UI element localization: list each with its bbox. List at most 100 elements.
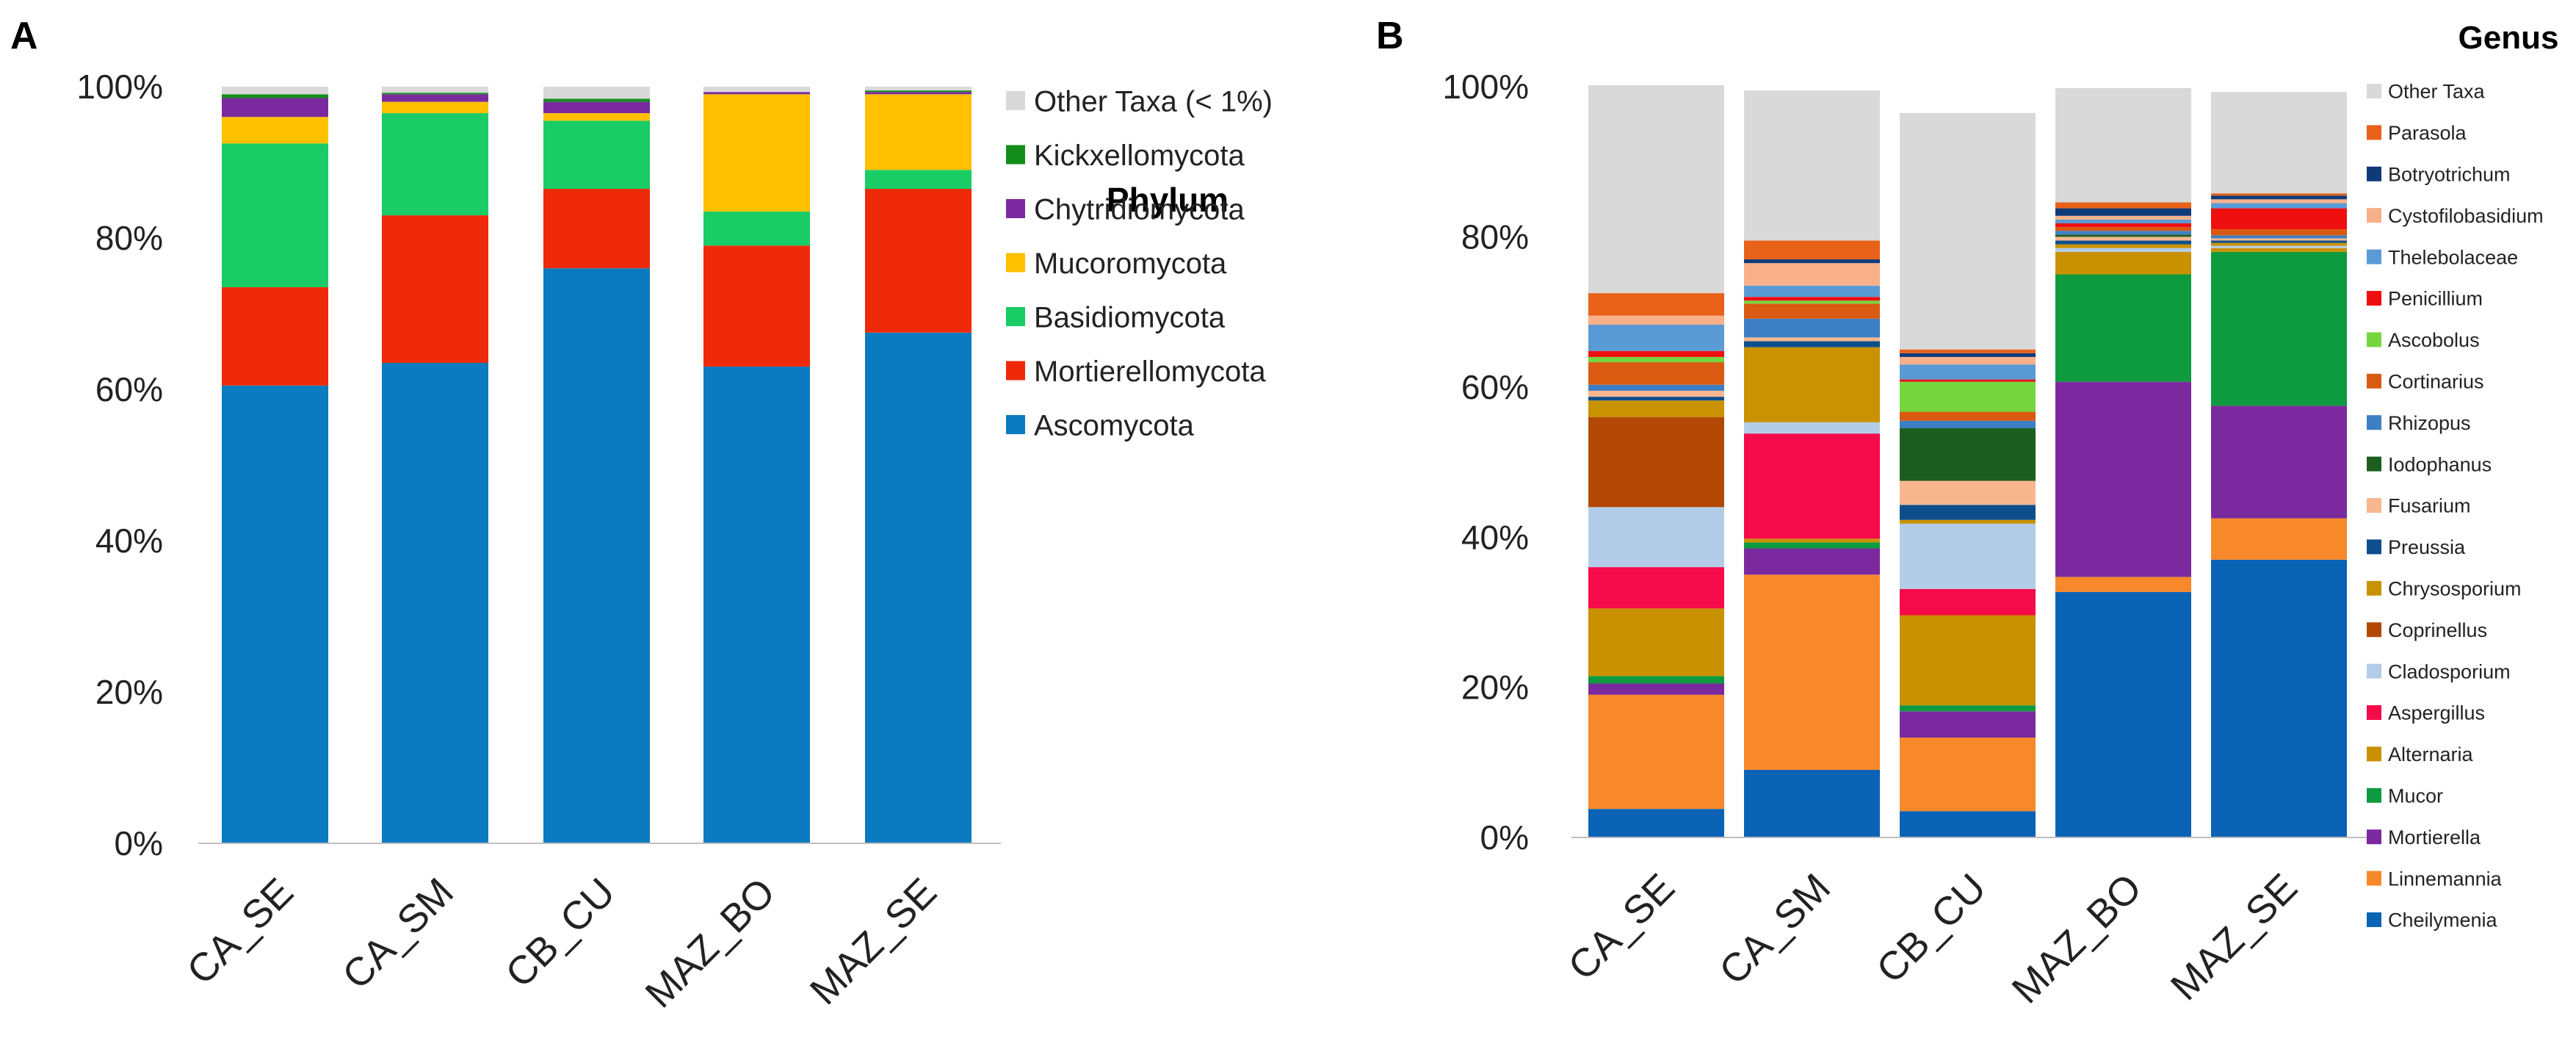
bar-segment-cb-cu xyxy=(543,101,650,114)
bar-segment-ca-sm xyxy=(1744,574,1880,771)
legend-label: Parasola xyxy=(2388,122,2467,144)
bar-segment-maz-se xyxy=(2211,406,2347,519)
legend-label: Alternaria xyxy=(2388,743,2474,765)
legend-swatch xyxy=(2367,166,2381,181)
bar-segment-maz-se xyxy=(2211,518,2347,560)
bar-segment-ca-se xyxy=(222,117,328,144)
legend-swatch xyxy=(2367,373,2381,389)
bar-segment-ca-se xyxy=(1588,350,1724,357)
legend-swatch xyxy=(2367,291,2381,306)
bar-segment-cb-cu xyxy=(543,98,650,102)
bar-segment-cb-cu xyxy=(543,113,650,121)
legend-label: Mortierellomycota xyxy=(1034,356,1266,388)
legend-label: Cystofilobasidium xyxy=(2388,205,2544,227)
legend-label: Fusarium xyxy=(2388,495,2471,517)
legend-swatch xyxy=(1006,199,1025,218)
bar-segment-ca-se xyxy=(1588,608,1724,677)
bar-segment-maz-se xyxy=(2211,251,2347,406)
y-tick-label: 20% xyxy=(1461,668,1529,707)
bar-segment-cb-cu xyxy=(1900,523,2036,589)
bar-segment-ca-se xyxy=(1588,390,1724,397)
x-tick-label: MAZ_BO xyxy=(637,870,784,1016)
bar-segment-ca-sm xyxy=(1744,240,1880,260)
bar-segment-maz-bo xyxy=(2055,240,2191,245)
bar-segment-maz-se xyxy=(865,189,972,333)
y-tick-label: 60% xyxy=(95,370,163,408)
bar-segment-maz-se xyxy=(2211,248,2347,252)
legend-swatch xyxy=(2367,871,2381,886)
bar-segment-ca-sm xyxy=(1744,300,1880,304)
bar-segment-cb-cu xyxy=(1900,615,2036,706)
bar-segment-ca-se xyxy=(1588,683,1724,695)
bar-segment-cb-cu xyxy=(1900,379,2036,382)
bar-segment-ca-sm xyxy=(1744,259,1880,264)
bar-segment-ca-sm xyxy=(1744,303,1880,319)
bar-segment-maz-se xyxy=(2211,240,2347,243)
legend-swatch xyxy=(1006,253,1025,273)
bar-segment-cb-cu xyxy=(1900,112,2036,350)
bar-segment-cb-cu xyxy=(1900,480,2036,505)
legend-label: Cladosporium xyxy=(2388,660,2511,682)
bar-segment-ca-sm xyxy=(1744,297,1880,301)
legend-swatch xyxy=(1006,145,1025,165)
y-tick-label: 60% xyxy=(1461,368,1529,406)
legend-title: Phylum xyxy=(1107,181,1229,219)
bar-segment-maz-se xyxy=(2211,199,2347,203)
bar-segment-ca-se xyxy=(222,286,328,386)
bar-segment-ca-se xyxy=(1588,293,1724,316)
legend-label: Chytridiomycota xyxy=(1034,193,1245,226)
bar-segment-ca-se xyxy=(1588,400,1724,417)
bar-segment-ca-sm xyxy=(1744,90,1880,241)
x-tick-label: CA_SE xyxy=(1560,865,1683,989)
bar-segment-maz-se xyxy=(2211,242,2347,246)
bar-segment-ca-sm xyxy=(382,215,488,363)
bar-segment-ca-sm xyxy=(382,362,488,843)
bar-segment-cb-cu xyxy=(1900,411,2036,421)
bar-segment-ca-se xyxy=(1588,356,1724,363)
bar-segment-maz-se xyxy=(2211,203,2347,209)
bar-segment-maz-se xyxy=(2211,559,2347,837)
y-tick-label: 80% xyxy=(1461,218,1529,256)
bar-segment-maz-se xyxy=(2211,229,2347,236)
bar-segment-ca-se xyxy=(1588,397,1724,401)
bar-segment-maz-bo xyxy=(2055,234,2191,237)
bar-segment-cb-cu xyxy=(1900,420,2036,429)
legend-label: Botryotrichum xyxy=(2388,164,2511,186)
bar-segment-maz-bo xyxy=(2055,237,2191,241)
y-tick-label: 20% xyxy=(95,673,163,711)
bar-segment-maz-se xyxy=(865,332,972,843)
bar-segment-cb-cu xyxy=(1900,353,2036,357)
y-tick-label: 100% xyxy=(76,68,163,106)
legend-title: Genus xyxy=(2459,20,2559,56)
bar-segment-maz-se xyxy=(865,90,972,93)
bar-segment-cb-cu xyxy=(1900,705,2036,712)
legend-swatch xyxy=(1006,91,1025,110)
bar-segment-maz-se xyxy=(2211,92,2347,194)
bar-segment-ca-sm xyxy=(382,87,488,93)
legend-swatch xyxy=(2367,912,2381,927)
legend-swatch xyxy=(2367,580,2381,596)
y-tick-label: 40% xyxy=(95,522,163,560)
bar-segment-ca-sm xyxy=(1744,422,1880,434)
bar-segment-cb-cu xyxy=(1900,738,2036,812)
bar-segment-cb-cu xyxy=(1900,505,2036,520)
bar-segment-maz-se xyxy=(2211,193,2347,196)
legend-swatch xyxy=(1006,307,1025,326)
bar-segment-maz-bo xyxy=(703,211,810,246)
bar-segment-cb-cu xyxy=(543,189,650,269)
legend-swatch xyxy=(2367,705,2381,720)
bar-segment-cb-cu xyxy=(1900,349,2036,353)
y-tick-label: 100% xyxy=(1442,68,1529,106)
bar-segment-maz-se xyxy=(2211,208,2347,230)
bar-segment-maz-se xyxy=(2211,195,2347,200)
x-tick-label: CB_CU xyxy=(497,870,623,996)
bar-segment-maz-se xyxy=(2211,235,2347,239)
bar-segment-cb-cu xyxy=(543,268,650,843)
legend-label: Ascobolus xyxy=(2388,329,2480,351)
legend-label: Coprinellus xyxy=(2388,619,2487,641)
legend-swatch xyxy=(2367,249,2381,264)
bar-segment-ca-se xyxy=(222,94,328,98)
bar-segment-ca-se xyxy=(1588,567,1724,609)
bar-segment-maz-bo xyxy=(2055,223,2191,228)
